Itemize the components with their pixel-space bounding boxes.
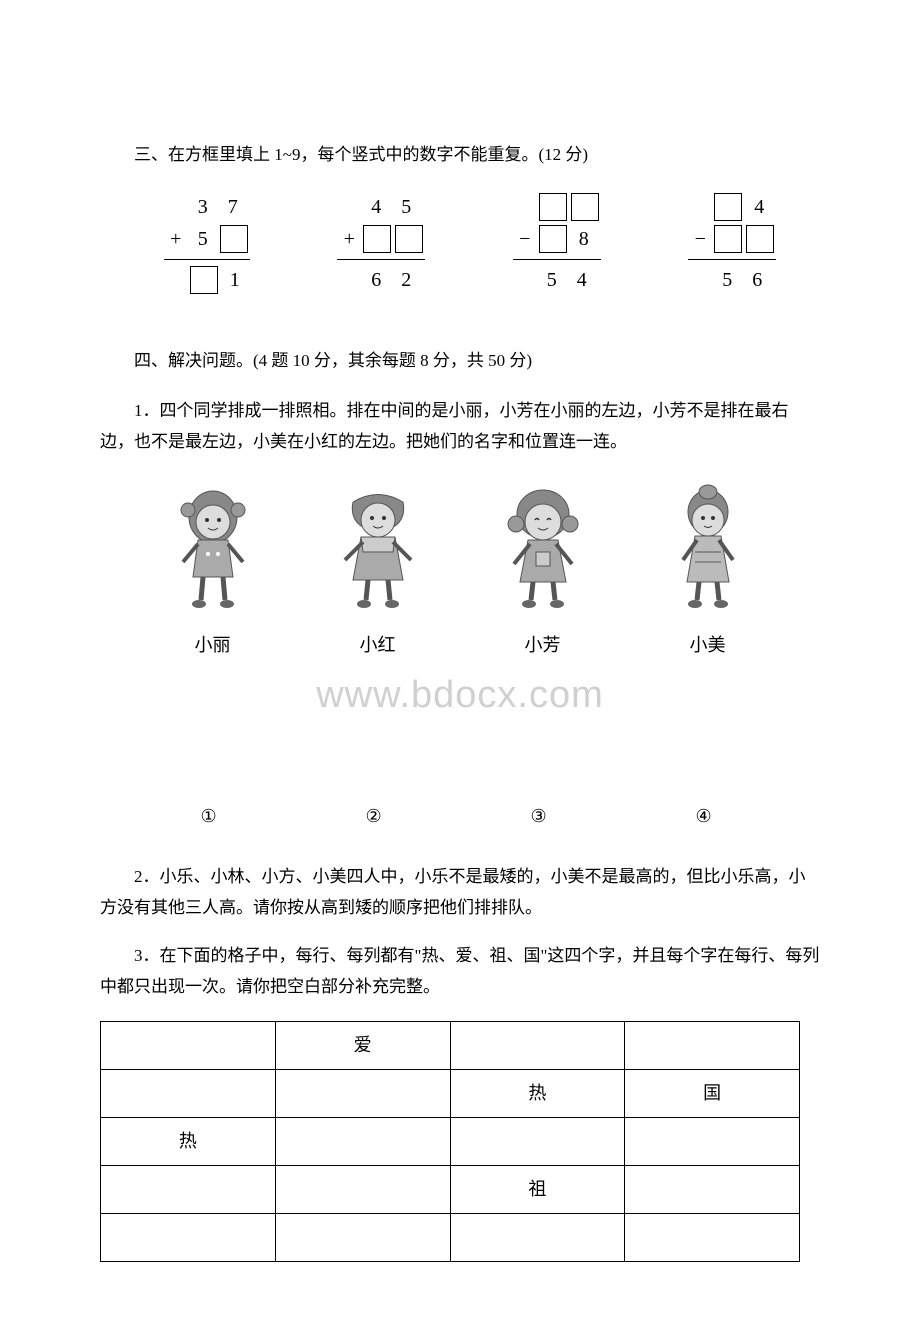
- grid-cell[interactable]: [625, 1117, 800, 1165]
- grid-cell[interactable]: 爱: [275, 1021, 450, 1069]
- fill-box[interactable]: [714, 225, 742, 253]
- grid-cell[interactable]: 热: [450, 1069, 625, 1117]
- position-1: ①: [201, 800, 225, 832]
- figure-xiaohong: 小红: [308, 482, 448, 661]
- grid-cell[interactable]: [450, 1213, 625, 1261]
- positions-row: ① ② ③ ④: [130, 800, 790, 832]
- girl-icon: [653, 482, 763, 612]
- figure-xiaofang: 小芳: [473, 482, 613, 661]
- table-row: [101, 1213, 800, 1261]
- grid-cell[interactable]: [101, 1069, 276, 1117]
- section3-title: 三、在方框里填上 1~9，每个竖式中的数字不能重复。(12 分): [100, 140, 820, 171]
- fill-box[interactable]: [539, 225, 567, 253]
- grid-cell[interactable]: [101, 1213, 276, 1261]
- girl-icon: [323, 482, 433, 612]
- character-grid: 爱 热 国 热 祖: [100, 1021, 800, 1262]
- girl-icon: [488, 482, 598, 612]
- table-row: 祖: [101, 1165, 800, 1213]
- girl-icon: [158, 482, 268, 612]
- vmath-problem-2: 45 + 62: [337, 191, 425, 296]
- table-row: 爱: [101, 1021, 800, 1069]
- figure-label: 小美: [638, 629, 778, 661]
- figures-row: 小丽 小红: [130, 482, 790, 661]
- vertical-math-container: 37 +5 1 45 + 62 −8 54 4 − 56: [120, 191, 820, 296]
- figure-label: 小芳: [473, 629, 613, 661]
- grid-cell[interactable]: [275, 1213, 450, 1261]
- table-row: 热 国: [101, 1069, 800, 1117]
- fill-box[interactable]: [190, 266, 218, 294]
- grid-cell[interactable]: [101, 1021, 276, 1069]
- grid-cell[interactable]: [450, 1117, 625, 1165]
- figure-label: 小丽: [143, 629, 283, 661]
- grid-cell[interactable]: [625, 1021, 800, 1069]
- position-4: ④: [696, 800, 720, 832]
- grid-cell[interactable]: [275, 1069, 450, 1117]
- grid-cell[interactable]: 热: [101, 1117, 276, 1165]
- fill-box[interactable]: [363, 225, 391, 253]
- figure-xiaoli: 小丽: [143, 482, 283, 661]
- fill-box[interactable]: [714, 193, 742, 221]
- table-row: 热: [101, 1117, 800, 1165]
- vmath-problem-3: −8 54: [513, 191, 601, 296]
- fill-box[interactable]: [571, 193, 599, 221]
- figure-xiaomei: 小美: [638, 482, 778, 661]
- watermark-text: www.bdocx.com: [100, 661, 820, 729]
- grid-cell[interactable]: [275, 1165, 450, 1213]
- grid-cell[interactable]: [625, 1213, 800, 1261]
- section4-title: 四、解决问题。(4 题 10 分，其余每题 8 分，共 50 分): [100, 346, 820, 377]
- vmath-problem-1: 37 +5 1: [164, 191, 250, 296]
- position-3: ③: [531, 800, 555, 832]
- fill-box[interactable]: [395, 225, 423, 253]
- grid-cell[interactable]: 祖: [450, 1165, 625, 1213]
- vmath-problem-4: 4 − 56: [688, 191, 776, 296]
- grid-cell[interactable]: 国: [625, 1069, 800, 1117]
- position-2: ②: [366, 800, 390, 832]
- grid-cell[interactable]: [275, 1117, 450, 1165]
- question-1: 1．四个同学排成一排照相。排在中间的是小丽，小芳在小丽的左边，小芳不是排在最右边…: [100, 396, 820, 457]
- grid-cell[interactable]: [625, 1165, 800, 1213]
- fill-box[interactable]: [746, 225, 774, 253]
- figure-label: 小红: [308, 629, 448, 661]
- grid-cell[interactable]: [101, 1165, 276, 1213]
- grid-cell[interactable]: [450, 1021, 625, 1069]
- fill-box[interactable]: [220, 225, 248, 253]
- question-2: 2．小乐、小林、小方、小美四人中，小乐不是最矮的，小美不是最高的，但比小乐高，小…: [100, 862, 820, 923]
- fill-box[interactable]: [539, 193, 567, 221]
- question-3: 3．在下面的格子中，每行、每列都有"热、爱、祖、国"这四个字，并且每个字在每行、…: [100, 941, 820, 1002]
